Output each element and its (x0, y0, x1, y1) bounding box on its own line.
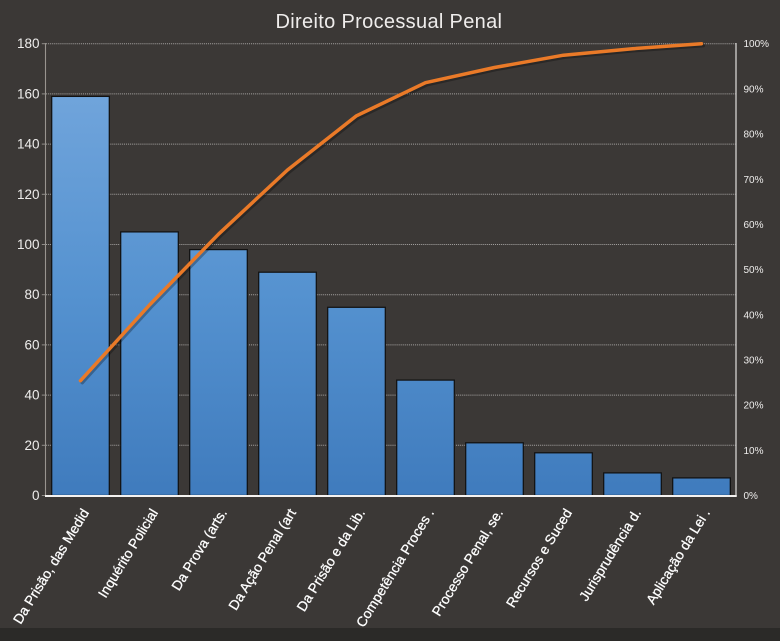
svg-text:60%: 60% (744, 220, 764, 231)
svg-text:80%: 80% (744, 130, 764, 141)
svg-text:100%: 100% (744, 39, 770, 50)
svg-text:80: 80 (24, 287, 39, 302)
svg-text:60: 60 (24, 337, 39, 352)
svg-text:90%: 90% (744, 84, 764, 95)
svg-text:50%: 50% (744, 265, 764, 276)
svg-text:20%: 20% (744, 401, 764, 412)
svg-text:160: 160 (17, 86, 40, 101)
svg-text:70%: 70% (744, 175, 764, 186)
svg-text:30%: 30% (744, 356, 764, 367)
svg-text:100: 100 (17, 237, 40, 252)
svg-text:0%: 0% (744, 491, 759, 502)
svg-text:Direito Processual Penal: Direito Processual Penal (276, 11, 503, 33)
svg-text:120: 120 (17, 187, 40, 202)
svg-text:0: 0 (32, 488, 40, 503)
svg-text:180: 180 (17, 36, 40, 51)
svg-text:20: 20 (24, 438, 39, 453)
svg-text:40: 40 (24, 388, 39, 403)
svg-text:10%: 10% (744, 446, 764, 457)
svg-text:140: 140 (17, 137, 40, 152)
svg-text:40%: 40% (744, 310, 764, 321)
